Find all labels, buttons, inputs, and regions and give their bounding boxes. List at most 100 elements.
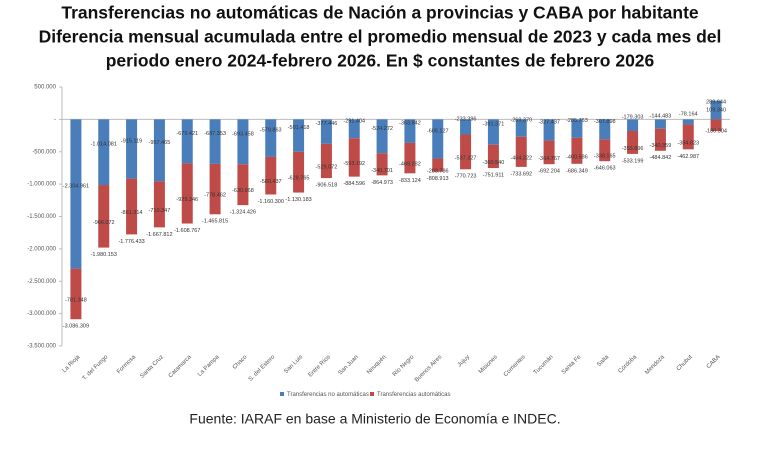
x-tick-label: Salta <box>596 354 610 368</box>
data-label: -363.842 <box>399 121 421 127</box>
bar-segment <box>98 185 110 248</box>
data-label: -340.359 <box>650 143 672 149</box>
bar-segment <box>487 144 499 169</box>
total-label: -733.692 <box>510 171 532 177</box>
total-label: -646.063 <box>594 166 616 172</box>
bar-segment <box>404 119 416 143</box>
x-tick-label: La Pampa <box>197 354 221 378</box>
x-tick-label: Formosa <box>116 354 137 375</box>
x-tick-label: Mendoza <box>644 354 666 376</box>
data-label: -781.348 <box>65 297 87 303</box>
data-label: -233.396 <box>455 116 477 122</box>
bar-segment <box>432 158 444 172</box>
data-label: -78.164 <box>679 111 698 117</box>
bar-segment <box>460 119 472 135</box>
bar-segment <box>209 163 221 215</box>
data-label: 289.644 <box>706 99 726 105</box>
data-label: -327.437 <box>538 119 560 125</box>
bar-segment <box>627 130 639 154</box>
data-label: -353.896 <box>622 146 644 152</box>
bar-segment <box>237 164 249 206</box>
y-tick-label: -1.000.000 <box>27 182 56 188</box>
bar-segment <box>181 163 193 224</box>
data-label: -179.303 <box>622 115 644 121</box>
data-label: -966.072 <box>93 220 115 226</box>
data-label: -628.765 <box>288 176 310 182</box>
bar-segment <box>348 119 360 139</box>
bar-segment <box>710 100 722 120</box>
x-tick-label: S. del Estero <box>248 354 277 383</box>
x-tick-label: CABA <box>706 354 722 370</box>
total-label: -1.465.815 <box>202 219 228 225</box>
bar-segment <box>682 124 694 150</box>
bar-segment <box>126 178 138 235</box>
data-label: -144.483 <box>650 114 672 120</box>
data-label: -580.437 <box>260 179 282 185</box>
data-label: -360.540 <box>483 160 505 166</box>
data-label: -2.304.961 <box>63 183 89 189</box>
total-label: -3.086.309 <box>63 324 89 330</box>
data-label: -391.371 <box>483 121 505 127</box>
y-tick-label: 500.000 <box>34 85 56 91</box>
x-tick-label: Chubut <box>676 354 694 372</box>
total-label: -884.596 <box>343 181 365 187</box>
data-label: -400.586 <box>566 154 588 160</box>
bar-segment <box>126 119 138 179</box>
total-label: -462.987 <box>677 154 699 160</box>
x-tick-label: San Luis <box>283 354 304 375</box>
bar-segment <box>209 119 221 164</box>
x-tick-label: Chaco <box>232 354 249 371</box>
bar-segment <box>710 119 722 132</box>
bar-segment <box>293 151 305 193</box>
bar-segment <box>599 139 611 162</box>
bar-segment <box>293 119 305 152</box>
data-label: -605.127 <box>427 128 449 134</box>
y-tick-label: -3.000.000 <box>27 311 56 317</box>
data-label: -338.165 <box>594 154 616 160</box>
bar-segment <box>265 156 277 195</box>
total-label: -484.842 <box>650 155 672 161</box>
chart-title: Diferencia mensual acumulada entre el pr… <box>39 27 722 47</box>
y-tick-label: -1.500.000 <box>27 214 56 220</box>
data-label: -340.701 <box>371 168 393 174</box>
total-label: -1.667.812 <box>146 232 172 238</box>
bar-segment <box>599 119 611 140</box>
data-label: -384.823 <box>677 140 699 146</box>
data-label: -861.314 <box>121 210 143 216</box>
x-tick-label: Córdoba <box>618 354 639 375</box>
data-label: -180.304 <box>705 129 727 135</box>
total-label: -1.608.767 <box>174 228 200 234</box>
x-tick-label: San Juan <box>338 354 360 376</box>
bar-segment <box>487 119 499 145</box>
x-tick-label: La Rioja <box>62 354 82 374</box>
bar-segment <box>70 119 82 269</box>
data-label: -464.322 <box>510 155 532 161</box>
data-label: -307.898 <box>594 119 616 125</box>
chart-title: periodo enero 2024-febrero 2026. En $ co… <box>106 51 655 71</box>
legend-label: Transferencias no automáticas <box>287 392 369 398</box>
total-label: -808.913 <box>427 176 449 182</box>
bar-segment <box>376 153 388 176</box>
bar-segment <box>515 136 527 167</box>
data-label: -285.763 <box>566 118 588 124</box>
bar-segment <box>348 138 360 177</box>
total-label: -1.980.153 <box>91 252 117 258</box>
source: Fuente: IARAF en base a Ministerio de Ec… <box>189 411 560 427</box>
x-tick-label: Entre Ríos <box>308 354 332 378</box>
data-label: -529.072 <box>316 164 338 170</box>
bar-segment <box>237 119 249 165</box>
x-tick-label: Santa Cruz <box>139 354 164 379</box>
bar-segment <box>320 143 332 179</box>
total-label: -533.199 <box>622 158 644 164</box>
total-label: -1.776.433 <box>118 239 144 245</box>
total-label: 109.340 <box>706 107 726 113</box>
total-label: -833.124 <box>399 178 421 184</box>
data-label: -203.786 <box>427 169 449 175</box>
data-label: -269.370 <box>510 118 532 124</box>
data-label: -501.418 <box>288 125 310 131</box>
x-tick-label: Buenos Aires <box>414 354 443 383</box>
bar-segment <box>460 134 472 170</box>
total-label: -1.130.183 <box>285 197 311 203</box>
bar-segment <box>654 119 666 129</box>
x-tick-label: T. del Fuego <box>82 354 110 382</box>
